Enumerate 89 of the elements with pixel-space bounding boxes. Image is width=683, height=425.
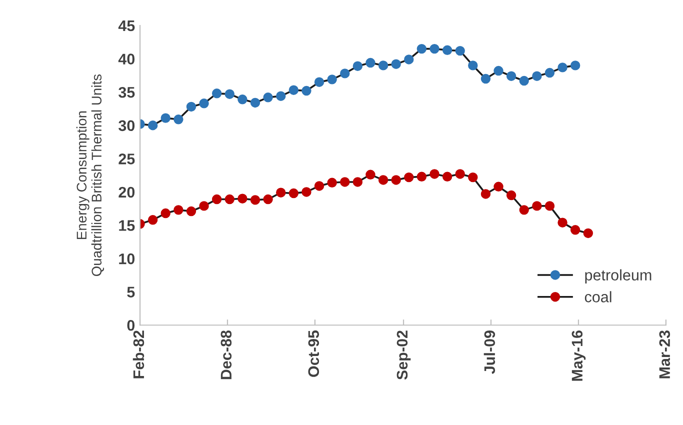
point bbox=[276, 188, 286, 198]
point bbox=[160, 208, 170, 218]
point bbox=[148, 120, 158, 130]
x-tick-label: Oct-95 bbox=[308, 330, 320, 377]
y-tick-label: 20 bbox=[118, 186, 135, 198]
y-tick-label: 5 bbox=[127, 286, 135, 298]
point bbox=[340, 68, 350, 78]
point bbox=[391, 175, 401, 185]
point bbox=[404, 172, 414, 182]
y-tick-label: 40 bbox=[118, 54, 135, 64]
point bbox=[506, 190, 516, 200]
point bbox=[532, 201, 542, 211]
x-tick-label: Dec-88 bbox=[220, 330, 232, 380]
point bbox=[480, 74, 491, 84]
x-tick-label: Sep-02 bbox=[396, 330, 411, 380]
point bbox=[532, 71, 542, 81]
point bbox=[276, 91, 286, 101]
point bbox=[558, 218, 568, 228]
point bbox=[558, 62, 568, 72]
point bbox=[238, 94, 248, 104]
point bbox=[302, 187, 312, 197]
point bbox=[480, 189, 491, 199]
point bbox=[352, 61, 363, 71]
point bbox=[570, 225, 580, 235]
point bbox=[430, 169, 440, 179]
point bbox=[519, 205, 529, 215]
point bbox=[288, 85, 299, 95]
point bbox=[250, 195, 260, 205]
point bbox=[340, 177, 350, 187]
point bbox=[378, 60, 388, 70]
point bbox=[506, 71, 516, 81]
point bbox=[391, 59, 401, 69]
point bbox=[366, 58, 376, 68]
y-tick-label: 30 bbox=[118, 120, 135, 132]
y-tick-label: 35 bbox=[118, 86, 135, 98]
y-tick-label: 0 bbox=[127, 320, 135, 331]
point bbox=[378, 175, 388, 185]
point bbox=[442, 45, 452, 55]
point bbox=[250, 98, 260, 108]
point bbox=[352, 177, 363, 187]
point bbox=[186, 206, 196, 216]
y-axis-title: Energy Consumption Quadtrillion British Thermal Units bbox=[76, 74, 104, 276]
point bbox=[416, 44, 427, 54]
point bbox=[494, 182, 504, 192]
point bbox=[314, 181, 324, 191]
point bbox=[583, 228, 593, 238]
point bbox=[263, 194, 273, 204]
point bbox=[455, 169, 465, 179]
point bbox=[302, 86, 312, 96]
point bbox=[544, 68, 555, 78]
point bbox=[327, 178, 337, 188]
point bbox=[174, 114, 184, 124]
point bbox=[160, 113, 170, 123]
point bbox=[288, 188, 299, 198]
point bbox=[238, 194, 248, 204]
point bbox=[468, 60, 478, 70]
point bbox=[430, 44, 440, 54]
point bbox=[186, 102, 196, 112]
point bbox=[148, 215, 158, 225]
y-tick-label: 45 bbox=[118, 20, 135, 32]
x-tick-label: Mar-23 bbox=[659, 330, 670, 378]
y-tick-label: 15 bbox=[119, 220, 135, 231]
point bbox=[263, 92, 273, 102]
legend-label: petroleum bbox=[585, 269, 652, 284]
x-tick-label: Feb-82 bbox=[132, 330, 144, 378]
point bbox=[416, 172, 427, 182]
x-tick-label: May-16 bbox=[572, 330, 586, 381]
y-tick-label: 10 bbox=[119, 253, 135, 264]
point bbox=[570, 60, 580, 70]
point bbox=[174, 205, 184, 215]
point bbox=[494, 66, 504, 76]
point bbox=[199, 201, 209, 211]
point bbox=[212, 88, 222, 98]
point bbox=[327, 74, 337, 84]
point bbox=[468, 172, 478, 182]
point bbox=[519, 76, 529, 86]
point bbox=[455, 46, 465, 56]
point bbox=[212, 194, 222, 204]
point bbox=[366, 170, 376, 180]
point bbox=[224, 194, 235, 204]
point bbox=[314, 77, 324, 87]
point bbox=[199, 98, 209, 108]
point bbox=[224, 89, 235, 99]
x-tick-label: Jul-09 bbox=[484, 330, 496, 374]
y-tick-label: 25 bbox=[118, 154, 135, 164]
point bbox=[404, 54, 414, 64]
point bbox=[442, 172, 452, 182]
point bbox=[544, 201, 555, 211]
legend-label: coal bbox=[584, 291, 612, 302]
